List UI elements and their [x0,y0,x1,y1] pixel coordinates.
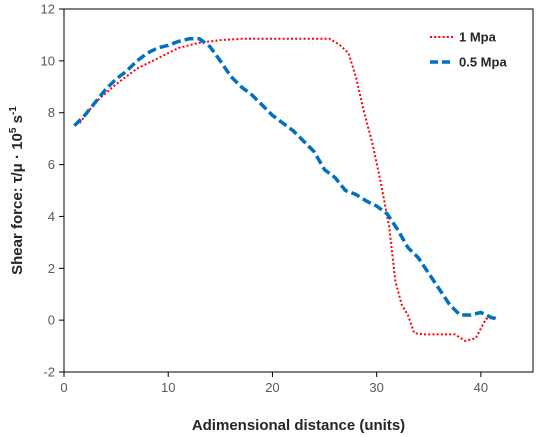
x-tick-label: 20 [265,380,279,395]
legend-label: 0.5 Mpa [459,55,507,70]
y-tick-label: 8 [48,105,55,120]
y-axis-title-unit-exponent: -1 [8,106,19,115]
series-lines [73,37,497,342]
legend-label: 1 Mpa [459,30,497,45]
x-axis-ticks: 0 10 20 30 40 [60,372,488,395]
plot-area [63,8,534,373]
y-tick-label: 6 [48,157,55,172]
y-axis-title-exponent: 5 [8,127,19,133]
y-axis-title: Shear force: τ/μ · 105 s-1 [8,106,26,275]
x-tick-label: 40 [474,380,488,395]
series-line-one-mpa [78,37,497,342]
y-tick-label: 4 [48,209,55,224]
y-axis-title-main: Shear force: τ/μ · 10 [9,133,26,275]
legend: 1 Mpa 0.5 Mpa [430,30,507,70]
y-tick-label: -2 [43,365,55,380]
y-tick-label: 12 [41,2,55,17]
x-tick-label: 30 [369,380,383,395]
y-tick-label: 2 [48,261,55,276]
y-tick-label: 0 [48,313,55,328]
y-axis-title-unit: s [9,115,26,128]
series-line-half-mpa [73,37,497,321]
y-axis-ticks: -2 0 2 4 6 8 10 12 [41,2,64,380]
y-tick-label: 10 [41,53,55,68]
x-tick-label: 10 [161,380,175,395]
x-tick-label: 0 [60,380,67,395]
x-axis-title: Adimensional distance (units) [192,417,405,434]
